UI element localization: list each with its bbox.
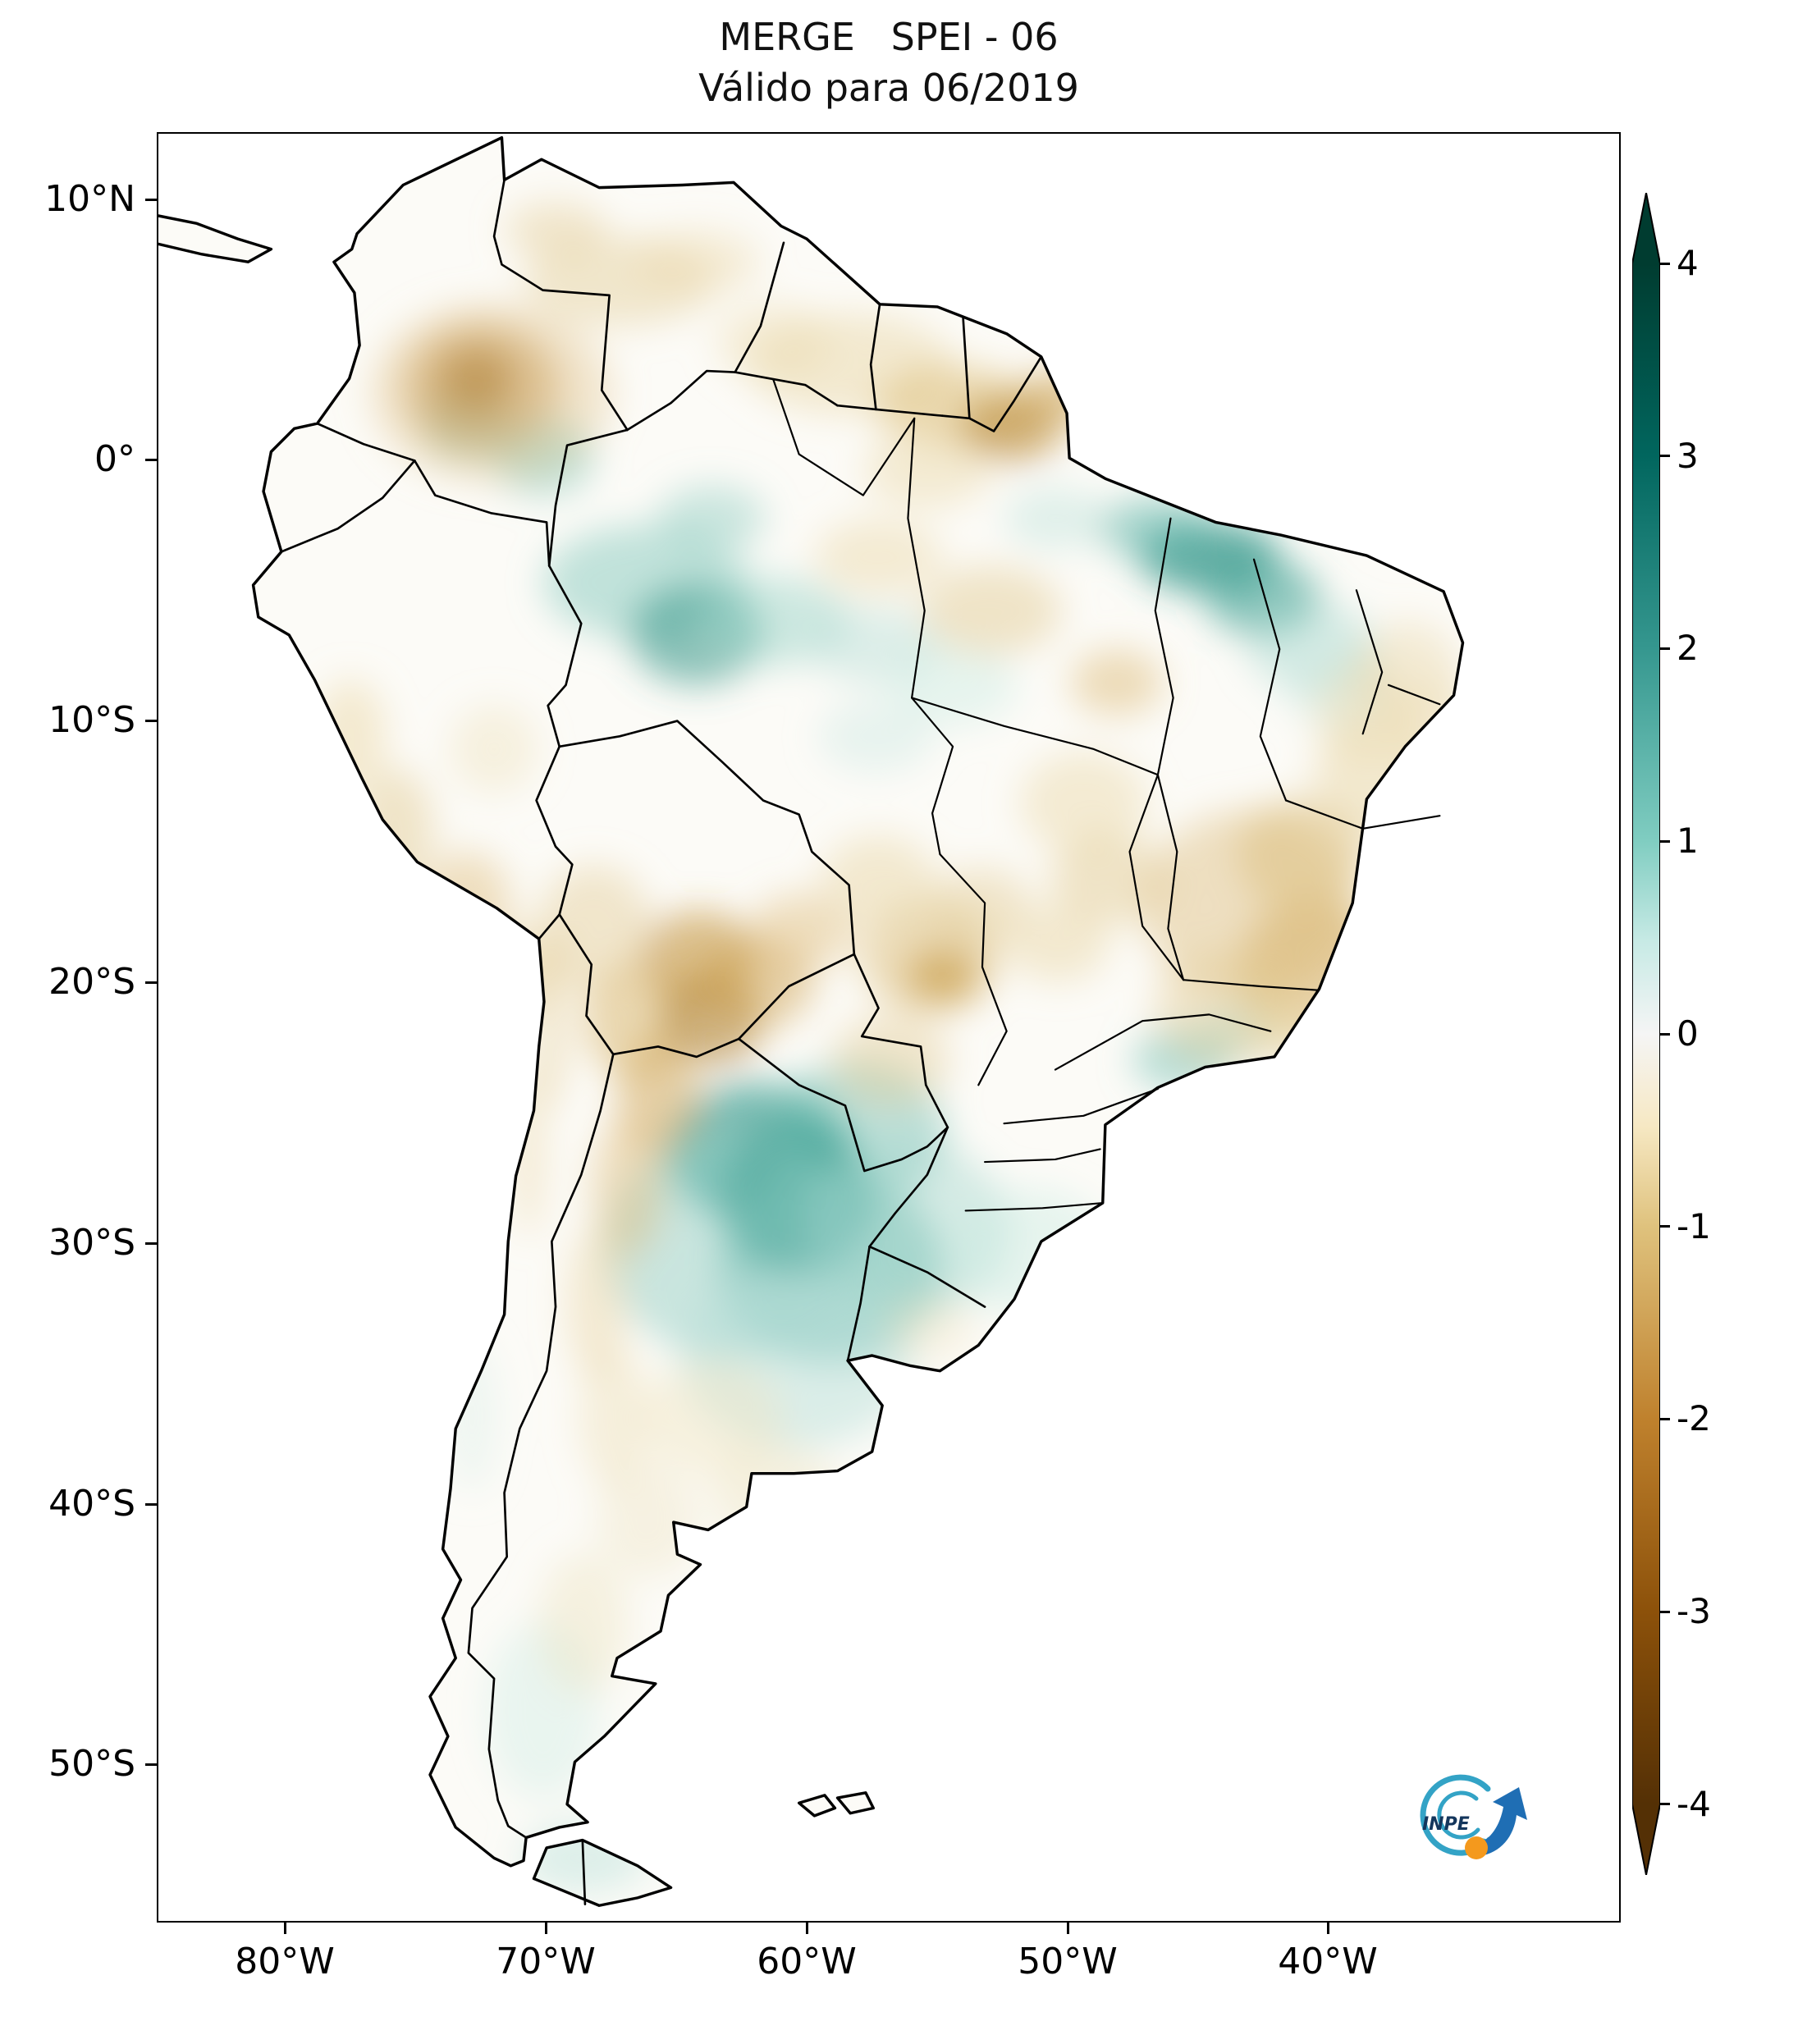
- colorbar-tick: [1660, 263, 1670, 265]
- colorbar-extend-min: [1632, 1804, 1660, 1875]
- ytick-10n: 10°N: [44, 178, 135, 220]
- y-axis-tick: [145, 1763, 157, 1766]
- x-axis-tick: [284, 1923, 286, 1934]
- ytick-20s: 20°S: [48, 961, 135, 1003]
- cb-label-1: 1: [1677, 821, 1699, 861]
- colorbar-tick: [1660, 840, 1670, 843]
- xtick-60w: 60°W: [757, 1941, 857, 1982]
- cb-label-4: 4: [1677, 243, 1699, 283]
- coastline: [158, 135, 1465, 1907]
- y-axis-tick: [145, 459, 157, 461]
- x-axis-tick: [1327, 1923, 1329, 1934]
- colorbar-gradient: [1632, 263, 1660, 1804]
- colorbar-tick: [1660, 1611, 1670, 1613]
- colorbar-extend-max: [1632, 193, 1660, 263]
- inpe-arrow: [1476, 1787, 1527, 1856]
- y-axis-tick: [145, 199, 157, 201]
- y-axis-tick: [145, 981, 157, 984]
- page-subtitle: Válido para 06/2019: [698, 66, 1079, 110]
- y-axis-tick: [145, 1242, 157, 1245]
- colorbar-tick: [1660, 1418, 1670, 1420]
- colorbar-tick: [1660, 455, 1670, 457]
- cb-label-0: 0: [1677, 1013, 1699, 1054]
- x-axis-tick: [545, 1923, 547, 1934]
- cb-label-2: 2: [1677, 628, 1699, 668]
- x-axis-tick: [806, 1923, 808, 1934]
- xtick-70w: 70°W: [496, 1941, 596, 1982]
- colorbar-tick: [1660, 647, 1670, 650]
- colorbar-tick: [1660, 1225, 1670, 1228]
- xtick-40w: 40°W: [1278, 1941, 1378, 1982]
- inpe-logo: INPE: [1420, 1774, 1527, 1859]
- ytick-30s: 30°S: [48, 1222, 135, 1264]
- cb-label-m4: -4: [1677, 1784, 1711, 1824]
- inpe-swirl-inner: [1437, 1790, 1480, 1840]
- y-axis-tick: [145, 720, 157, 722]
- ytick-0: 0°: [94, 438, 135, 480]
- state-borders: [772, 378, 1441, 1212]
- cb-label-m2: -2: [1677, 1398, 1711, 1438]
- south-america-spei-map: [158, 135, 1465, 1907]
- x-axis-tick: [1067, 1923, 1069, 1934]
- y-axis-tick: [145, 1503, 157, 1506]
- colorbar: [1632, 193, 1660, 1875]
- ytick-50s: 50°S: [48, 1743, 135, 1785]
- plot-area: [157, 132, 1621, 1923]
- cb-label-3: 3: [1677, 436, 1699, 476]
- inpe-logo-text: INPE: [1422, 1814, 1470, 1835]
- colorbar-tick: [1660, 1803, 1670, 1805]
- colorbar-tick: [1660, 1033, 1670, 1036]
- page-title: MERGE SPEI - 06: [719, 15, 1059, 59]
- xtick-80w: 80°W: [235, 1941, 335, 1982]
- cb-label-m3: -3: [1677, 1591, 1711, 1631]
- ytick-10s: 10°S: [48, 699, 135, 741]
- inpe-orange-dot: [1465, 1836, 1488, 1859]
- country-borders: [280, 178, 1043, 1906]
- cb-label-m1: -1: [1677, 1206, 1711, 1246]
- xtick-50w: 50°W: [1018, 1941, 1118, 1982]
- ytick-40s: 40°S: [48, 1483, 135, 1525]
